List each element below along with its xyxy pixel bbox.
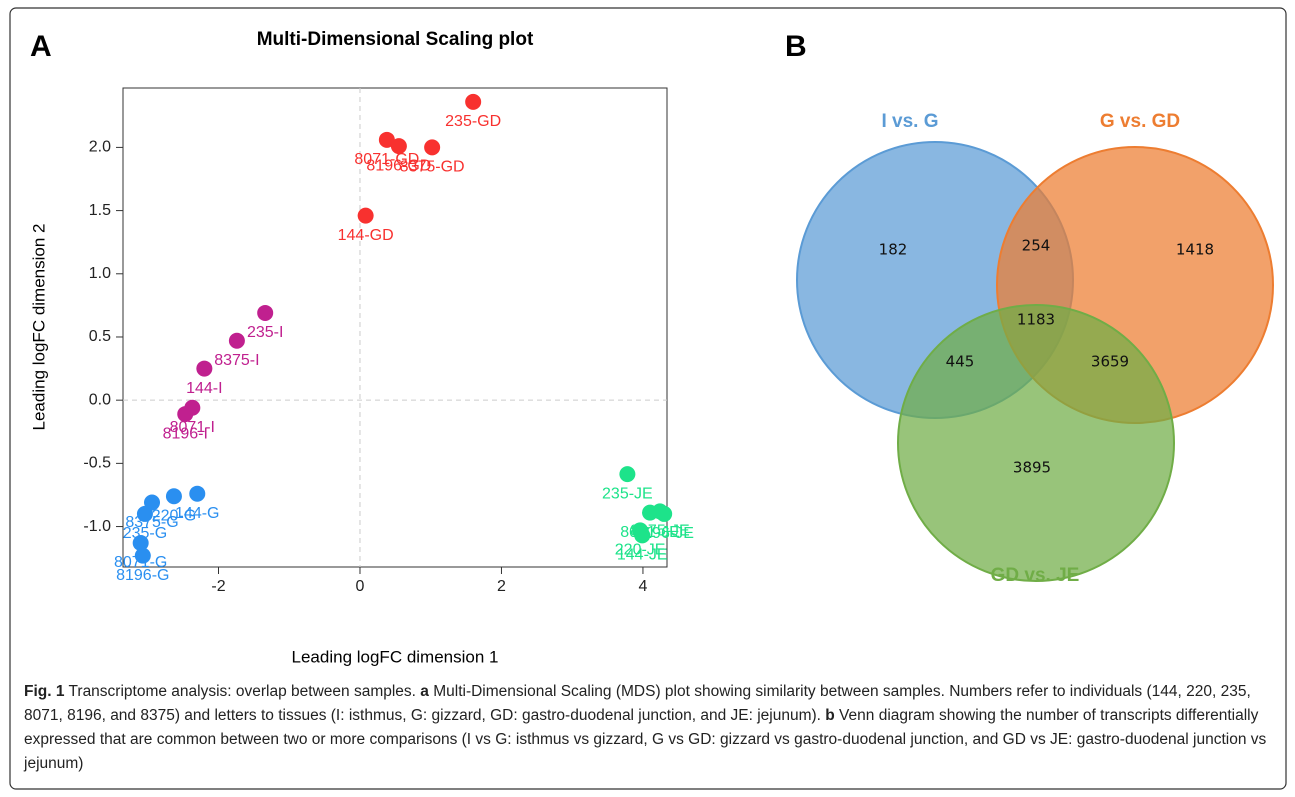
point-label: 235-I bbox=[247, 324, 283, 341]
point-label: 8071-GD bbox=[354, 151, 419, 168]
point-label: 8196-GD bbox=[366, 157, 431, 174]
venn-count: 254 bbox=[1022, 237, 1051, 255]
venn-count: 182 bbox=[879, 241, 908, 259]
venn-count: 1418 bbox=[1176, 241, 1214, 259]
venn-count: 1183 bbox=[1017, 311, 1055, 329]
point bbox=[228, 332, 245, 349]
point bbox=[189, 485, 206, 502]
point bbox=[257, 304, 274, 321]
x-tick-label: -2 bbox=[211, 578, 225, 595]
point bbox=[357, 207, 374, 224]
point-label: 235-G bbox=[123, 525, 167, 542]
point-label: 220-JE bbox=[615, 542, 666, 559]
point bbox=[378, 131, 395, 148]
point-label: 235-JE bbox=[602, 485, 653, 502]
panel-label: A bbox=[30, 30, 52, 63]
point bbox=[132, 534, 149, 551]
caption-panel: b bbox=[825, 707, 835, 724]
x-tick-label: 0 bbox=[356, 578, 365, 595]
venn-count: 3659 bbox=[1091, 353, 1129, 371]
y-tick-label: 0.5 bbox=[89, 328, 111, 345]
venn-count: 3895 bbox=[1013, 459, 1051, 477]
point bbox=[656, 505, 673, 522]
x-tick-label: 2 bbox=[497, 578, 506, 595]
point-label: 144-GD bbox=[338, 227, 394, 244]
caption-fig: Fig. 1 bbox=[24, 683, 65, 700]
point bbox=[619, 466, 636, 483]
point-label: 235-GD bbox=[445, 113, 501, 130]
point bbox=[165, 488, 182, 505]
point bbox=[424, 139, 441, 156]
venn-set-label: GD vs. JE bbox=[991, 565, 1080, 586]
caption-text: Multi-Dimensional Scaling (MDS) plot sho… bbox=[24, 683, 1251, 724]
caption-text: Venn diagram showing the number of trans… bbox=[24, 707, 1267, 772]
point-label: 8196-I bbox=[163, 425, 208, 442]
venn-set-label: I vs. G bbox=[881, 111, 938, 132]
y-tick-label: -0.5 bbox=[83, 455, 111, 472]
point bbox=[196, 360, 213, 377]
x-axis-label: Leading logFC dimension 1 bbox=[292, 647, 499, 666]
y-tick-label: 1.0 bbox=[89, 265, 111, 282]
y-tick-label: -1.0 bbox=[83, 518, 111, 535]
venn-set-label: G vs. GD bbox=[1100, 111, 1180, 132]
caption: Fig. 1 Transcriptome analysis: overlap b… bbox=[24, 680, 1274, 776]
point bbox=[465, 93, 482, 110]
plot-frame bbox=[122, 87, 668, 568]
point-label: 144-G bbox=[175, 505, 219, 522]
y-tick-label: 1.5 bbox=[89, 202, 111, 219]
x-tick-label: 4 bbox=[638, 578, 647, 595]
point-label: 8375-GD bbox=[400, 159, 465, 176]
point-label: 220-G bbox=[152, 507, 196, 524]
point bbox=[390, 138, 407, 155]
caption-panel: a bbox=[420, 683, 429, 700]
point bbox=[134, 547, 151, 564]
panel-label: B bbox=[785, 30, 807, 63]
figure-border bbox=[9, 7, 1287, 790]
y-tick-label: 2.0 bbox=[89, 139, 111, 156]
point bbox=[136, 505, 153, 522]
y-tick-label: 0.0 bbox=[89, 391, 111, 408]
chart-title: Multi-Dimensional Scaling plot bbox=[257, 29, 534, 50]
caption-text: Transcriptome analysis: overlap between … bbox=[64, 683, 421, 700]
point-label: 8196-G bbox=[116, 567, 169, 584]
point bbox=[634, 527, 651, 544]
point bbox=[177, 406, 194, 423]
venn-set bbox=[897, 304, 1175, 582]
point-label: 8071-I bbox=[170, 419, 215, 436]
point-label: 8375-I bbox=[214, 352, 259, 369]
point-label: 144-JE bbox=[617, 547, 668, 564]
venn-count: 445 bbox=[946, 353, 975, 371]
point-label: 144-I bbox=[186, 380, 222, 397]
y-axis-label: Leading logFC dimension 2 bbox=[29, 224, 48, 431]
